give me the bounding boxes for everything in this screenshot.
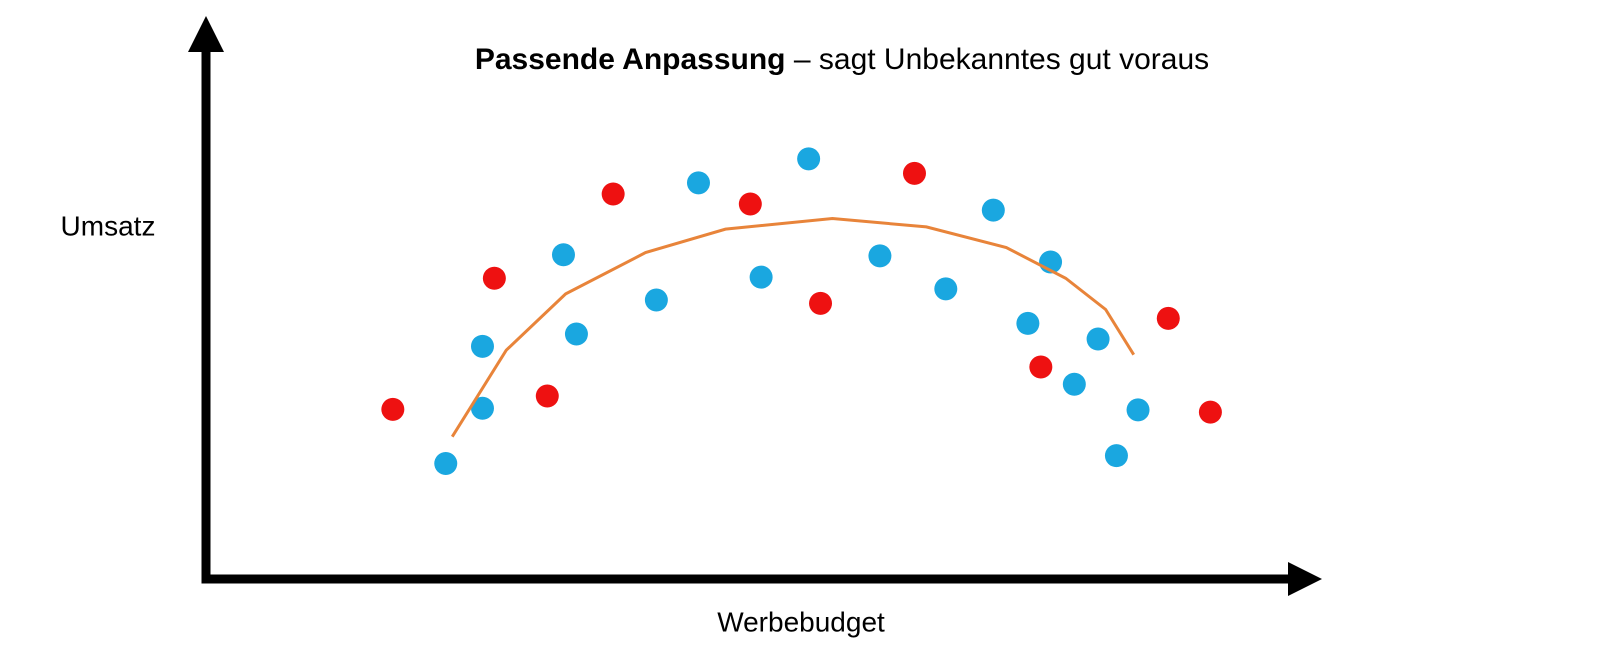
fit-curve [450,217,1135,438]
data-point [644,288,668,312]
data-point [934,277,958,301]
data-point [686,171,710,195]
data-point [902,161,926,185]
data-point [1086,327,1110,351]
data-point [1104,444,1128,468]
data-point [564,322,588,346]
data-point [482,266,506,290]
axes [188,16,1322,596]
y-axis-label: Umsatz [61,210,156,241]
data-point [470,334,494,358]
data-point [797,147,821,171]
data-point [434,451,458,475]
data-point [1156,306,1180,330]
data-point [868,244,892,268]
x-axis-label: Werbebudget [717,606,885,637]
data-point [749,265,773,289]
data-point [738,192,762,216]
data-point [601,182,625,206]
data-point [809,291,833,315]
y-axis-arrow [188,16,224,52]
data-point [1029,355,1053,379]
chart-title: Passende Anpassung – sagt Unbekanntes gu… [475,43,1209,76]
data-point [1016,311,1040,335]
data-point [381,397,405,421]
subtitle: – sagt Unbekanntes gut voraus [794,43,1209,76]
data-point [470,396,494,420]
title-bold: Passende Anpassung [475,43,786,76]
data-point [1198,400,1222,424]
data-point [535,384,559,408]
data-point [1126,398,1150,422]
title-space [786,43,794,76]
data-point [981,198,1005,222]
data-point [551,243,575,267]
plot-area [381,147,1222,475]
data-point [1062,372,1086,396]
x-axis-arrow [1288,562,1322,596]
